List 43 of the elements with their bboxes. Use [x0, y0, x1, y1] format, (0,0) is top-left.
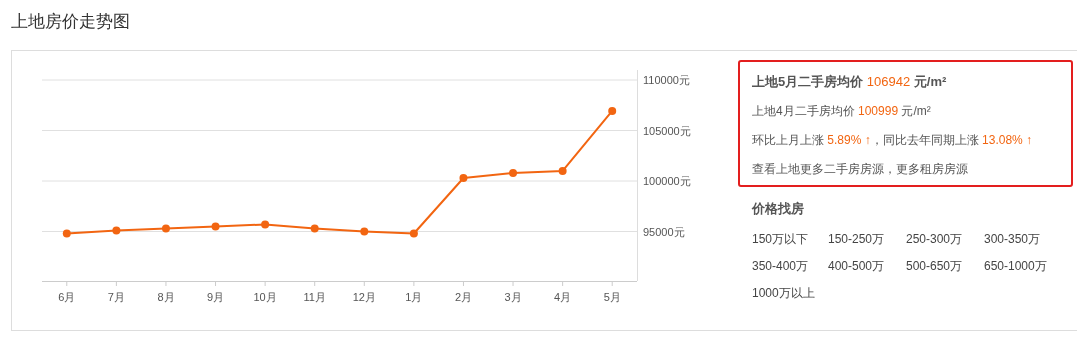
text: 650-1000万	[984, 259, 1047, 273]
point	[211, 222, 220, 231]
x-tick-label: 2月	[454, 291, 473, 303]
x-tick-label: 1月	[405, 291, 423, 303]
chart-title: 上地房价走势图	[11, 12, 130, 31]
point	[112, 226, 121, 235]
point	[459, 173, 468, 182]
text: 400-500万	[828, 259, 885, 273]
point	[62, 229, 71, 238]
text: 250-300万	[906, 232, 963, 246]
text: 150-250万	[828, 232, 885, 246]
text: 150万以下	[752, 232, 809, 246]
text: 环比上月上涨 5.89% ↑，同比去年同期上涨 13.08% ↑	[752, 133, 1033, 147]
x-tick-label: 10月	[253, 291, 277, 303]
point	[161, 224, 170, 233]
text: 500-650万	[906, 259, 963, 273]
text: 查看上地更多二手房房源，更多租房房源	[752, 162, 968, 176]
text: 1000万以上	[752, 286, 815, 300]
x-tick-label: 9月	[206, 291, 225, 303]
text: 上地5月二手房均价 106942 元/m²	[751, 74, 948, 89]
point	[558, 166, 567, 175]
x-tick-label: 3月	[504, 291, 522, 303]
y-tick-label: 95000元	[643, 225, 685, 238]
x-tick-label: 4月	[554, 291, 572, 303]
y-tick-label: 110000元	[643, 74, 690, 86]
x-tick-label: 7月	[107, 291, 125, 303]
point	[360, 227, 369, 236]
x-tick-label: 6月	[58, 291, 76, 303]
point	[608, 106, 617, 115]
x-tick-label: 8月	[157, 291, 175, 303]
text: 350-400万	[752, 259, 809, 273]
x-tick-label: 5月	[603, 291, 621, 303]
text: 价格找房	[751, 201, 804, 216]
point	[509, 168, 518, 177]
text: 300-350万	[984, 232, 1041, 246]
x-tick-label: 11月	[303, 291, 326, 303]
y-tick-label: 105000元	[643, 124, 691, 137]
point	[261, 220, 270, 229]
x-tick-label: 12月	[352, 291, 376, 303]
y-tick-label: 100000元	[643, 175, 691, 188]
point	[409, 229, 418, 238]
point	[310, 224, 319, 233]
text: 上地4月二手房均价 100999 元/m²	[752, 104, 931, 118]
